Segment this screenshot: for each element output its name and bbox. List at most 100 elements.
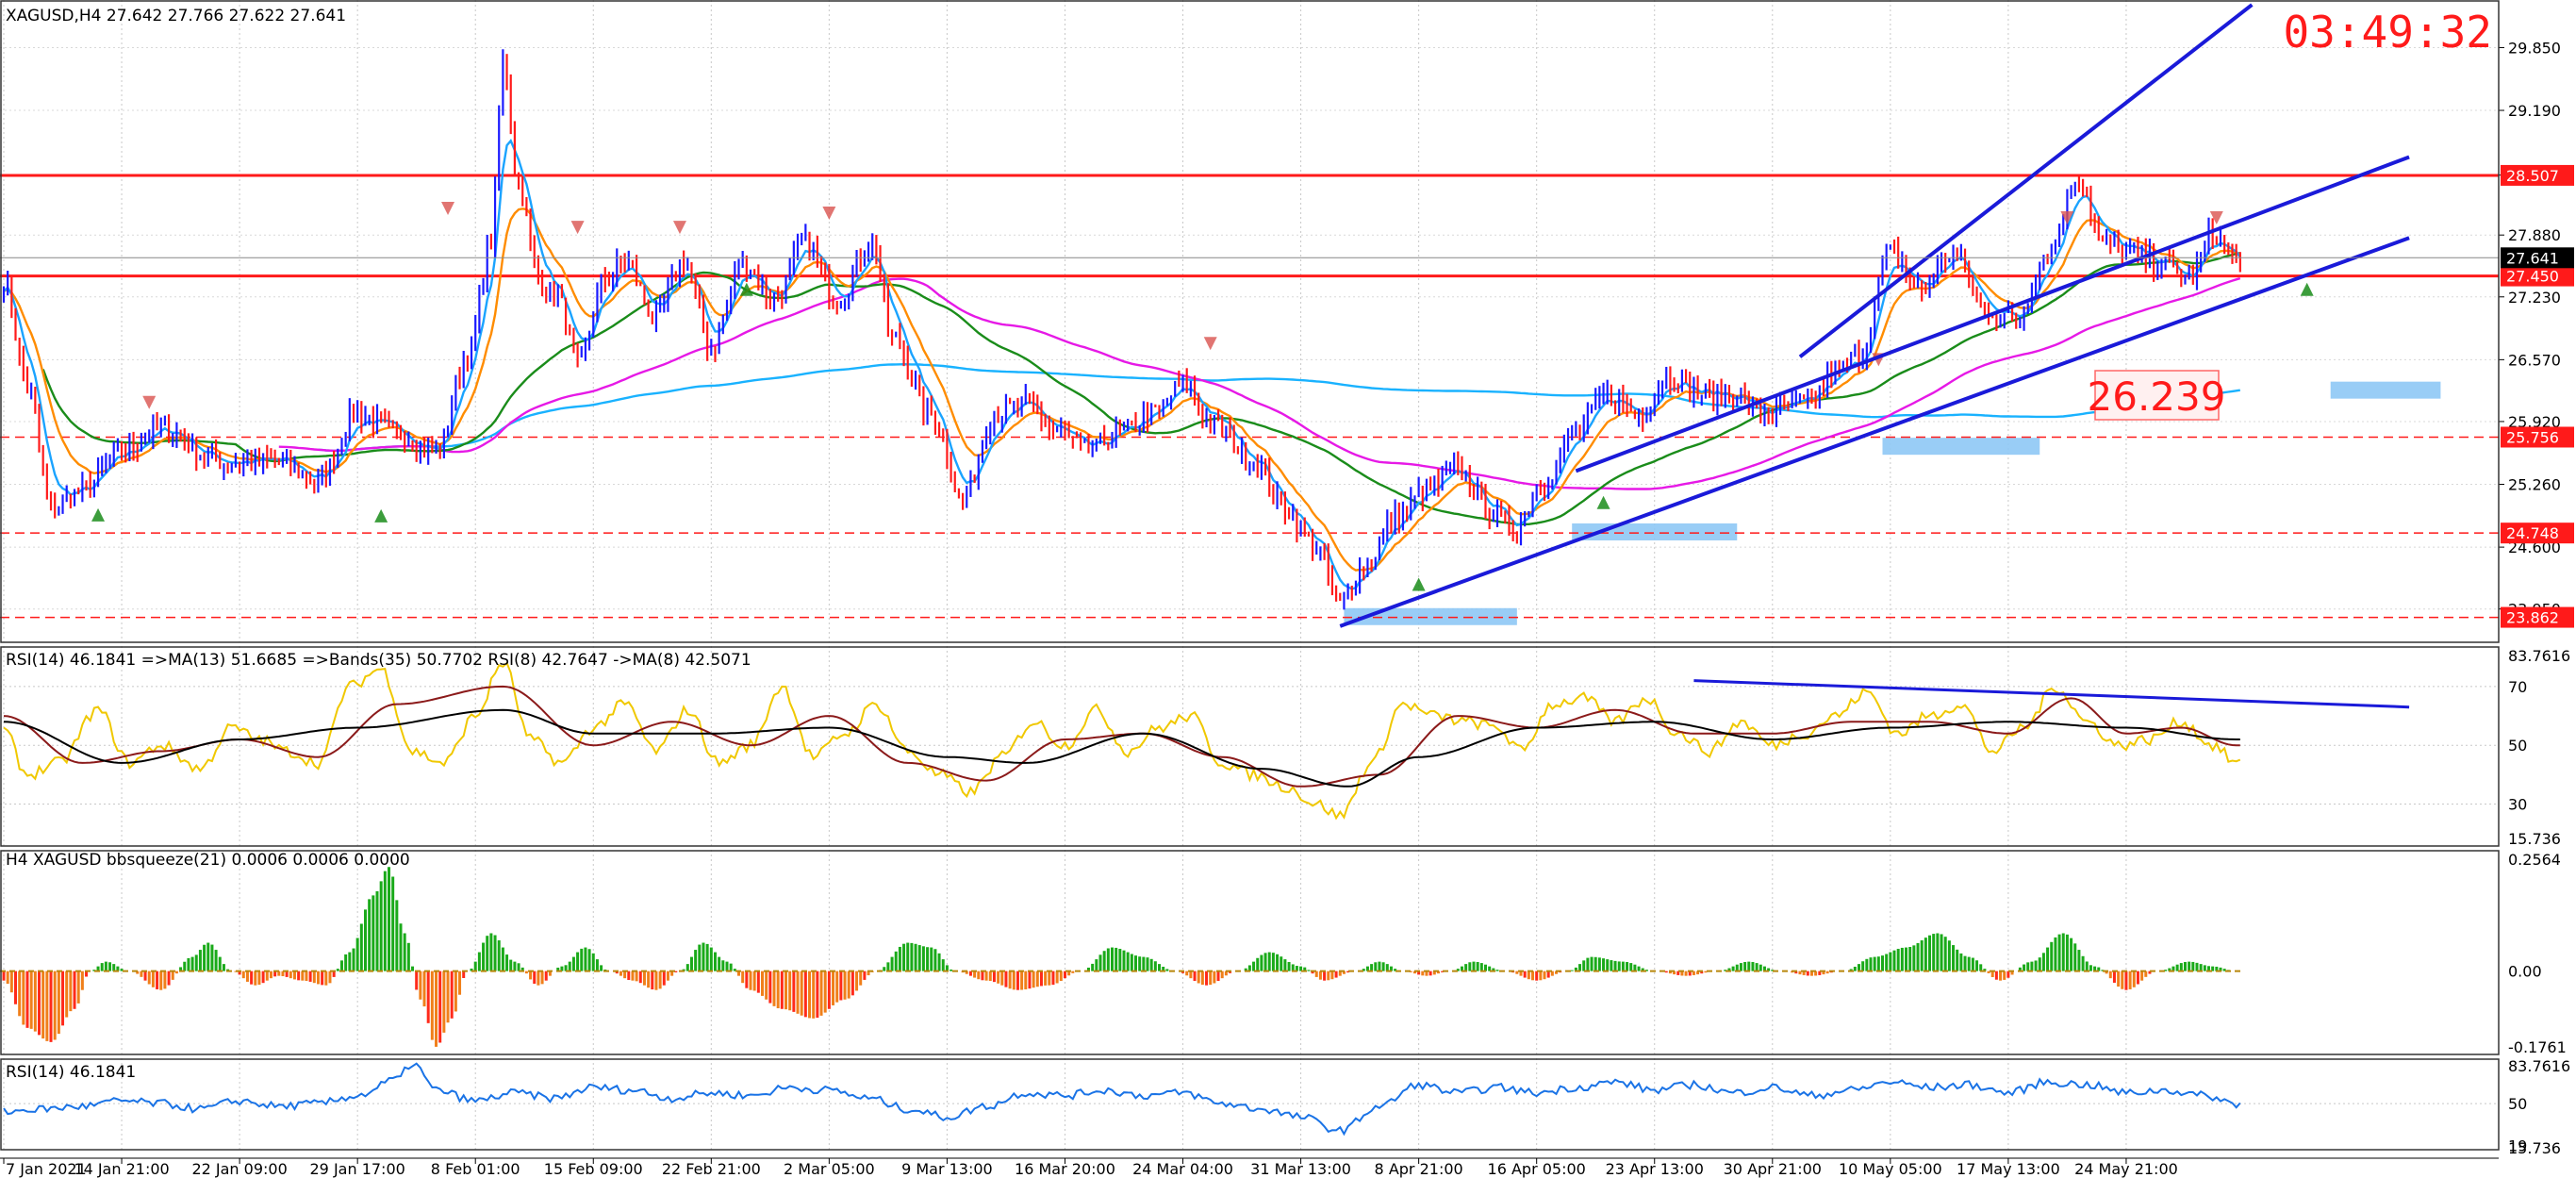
fractal-up-7 — [2060, 211, 2074, 225]
fractal-markers — [91, 201, 2314, 591]
rsi-bottom-panel-title: RSI(14) 46.1841 — [6, 1063, 136, 1082]
time-tick-1: 14 Jan 21:00 — [74, 1160, 169, 1178]
panel-frame-2 — [0, 850, 2500, 1055]
time-tick-13: 16 Apr 05:00 — [1488, 1160, 1586, 1178]
rsi-tick-2: 50 — [2508, 737, 2527, 755]
time-tick-12: 8 Apr 21:00 — [1375, 1160, 1463, 1178]
rsi-trendline — [1693, 679, 2410, 709]
price-tick-4: 27.230 — [2508, 289, 2561, 307]
rsi-tick-3: 30 — [2508, 796, 2527, 814]
rsi-series-0 — [3, 661, 2241, 821]
fractal-up-8 — [2209, 211, 2223, 225]
level-label-box — [2094, 370, 2220, 421]
rsi-series-2 — [3, 708, 2240, 788]
trendline-1[interactable] — [1575, 155, 2410, 473]
fractal-down-0 — [91, 507, 106, 522]
ma-magenta — [278, 276, 2241, 490]
time-tick-3: 29 Jan 17:00 — [310, 1160, 405, 1178]
time-tick-14: 23 Apr 13:00 — [1606, 1160, 1704, 1178]
level-tag-bg-28.507 — [2501, 164, 2574, 186]
level-tag-24.748: 24.748 — [2506, 524, 2559, 542]
fractal-up-1 — [441, 201, 455, 215]
time-tick-10: 24 Mar 04:00 — [1132, 1160, 1233, 1178]
fractal-up-5 — [1203, 337, 1217, 351]
squeeze-tick-1: 0.00 — [2508, 963, 2542, 981]
rsi-bottom-tick-1: 50 — [2508, 1095, 2527, 1113]
support-zone-0 — [1344, 607, 1517, 625]
level-tag-bg-23.862 — [2501, 606, 2574, 628]
price-tick-6: 25.920 — [2508, 413, 2561, 431]
time-tick-17: 17 May 13:00 — [1957, 1160, 2060, 1178]
fractal-down-2 — [739, 282, 753, 296]
time-tick-6: 22 Feb 21:00 — [662, 1160, 761, 1178]
time-tick-9: 16 Mar 20:00 — [1015, 1160, 1115, 1178]
trendlines[interactable] — [1339, 3, 2410, 628]
fractal-up-4 — [822, 206, 836, 220]
rsi-tick-4: 15.736 — [2508, 830, 2561, 848]
fractal-up-2 — [570, 221, 585, 235]
rsi-bottom-tick-2: 19 — [2508, 1137, 2527, 1154]
time-tick-16: 10 May 05:00 — [1839, 1160, 1942, 1178]
rsi-tick-0: 83.7616 — [2508, 647, 2570, 665]
moving-averages — [3, 139, 2241, 590]
level-label: 26.239 — [2088, 373, 2226, 420]
panel-frame-3 — [0, 1058, 2500, 1151]
rsi-tick-1: 70 — [2508, 678, 2527, 696]
time-tick-18: 24 May 21:00 — [2074, 1160, 2178, 1178]
squeeze-tick-0: 0.2564 — [2508, 851, 2561, 869]
level-tag-25.756: 25.756 — [2506, 428, 2559, 446]
current-price-tag: 27.641 — [2506, 249, 2559, 267]
level-tag-28.507: 28.507 — [2506, 167, 2559, 185]
rsi-series-1 — [3, 685, 2240, 788]
time-tick-7: 2 Mar 05:00 — [784, 1160, 875, 1178]
support-zone-2 — [1882, 438, 2040, 456]
level-tag-bg-24.748 — [2501, 523, 2574, 544]
trendline-0[interactable] — [1339, 236, 2410, 628]
price-tick-1: 29.190 — [2508, 102, 2561, 120]
squeeze-tick-2: -0.1761 — [2508, 1038, 2567, 1056]
bbsqueeze-panel — [0, 867, 2244, 1047]
time-tick-5: 15 Feb 09:00 — [544, 1160, 643, 1178]
price-candles — [2, 49, 2241, 610]
panel-frame-1 — [0, 646, 2500, 847]
price-tick-3: 27.880 — [2508, 226, 2561, 244]
rsi-composite-panel — [0, 661, 2499, 821]
fractal-down-3 — [1412, 577, 1426, 591]
rsi-bottom-panel — [0, 1062, 2499, 1137]
level-tag-bg-27.450 — [2501, 265, 2574, 287]
ma-mid — [3, 207, 2241, 572]
ma-slow — [41, 252, 2241, 526]
chart-grid — [0, 0, 2499, 1150]
symbol-label: XAGUSD,H4 27.642 27.766 27.622 27.641 — [6, 7, 346, 25]
fractal-up-0 — [142, 395, 157, 409]
price-tick-5: 26.570 — [2508, 351, 2561, 369]
fractal-down-1 — [374, 508, 388, 523]
price-axes: 29.85029.19028.51027.88027.23026.57025.9… — [0, 39, 2574, 1178]
time-tick-15: 30 Apr 21:00 — [1724, 1160, 1822, 1178]
current-price-tag-bg — [2501, 247, 2574, 269]
fractal-up-3 — [672, 221, 686, 235]
time-tick-2: 22 Jan 09:00 — [191, 1160, 287, 1178]
price-tick-7: 25.260 — [2508, 476, 2561, 494]
level-tag-27.450: 27.450 — [2506, 268, 2559, 286]
support-zones — [1344, 381, 2441, 625]
level-tag-23.862: 23.862 — [2506, 609, 2559, 627]
rsi-panel-title: RSI(14) 46.1841 =>MA(13) 51.6685 =>Bands… — [6, 651, 751, 670]
fractal-down-5 — [2300, 282, 2314, 296]
trendline-2[interactable] — [1798, 3, 2254, 358]
panel-frame-0 — [0, 0, 2500, 643]
time-tick-8: 9 Mar 13:00 — [901, 1160, 993, 1178]
rsi-bottom-line — [3, 1062, 2241, 1137]
level-tag-bg-25.756 — [2501, 426, 2574, 448]
time-tick-11: 31 Mar 13:00 — [1250, 1160, 1351, 1178]
bbsqueeze-panel-title: H4 XAGUSD bbsqueeze(21) 0.0006 0.0006 0.… — [6, 851, 410, 870]
price-tick-0: 29.850 — [2508, 39, 2561, 57]
rsi-bottom-tick-3: 15.736 — [2508, 1139, 2561, 1157]
candle-timer: 03:49:32 — [2283, 7, 2492, 58]
time-tick-0: 7 Jan 2021 — [6, 1160, 87, 1178]
rsi-bottom-tick-0: 83.7616 — [2508, 1057, 2570, 1075]
time-tick-4: 8 Feb 01:00 — [431, 1160, 520, 1178]
support-zone-3 — [2330, 381, 2441, 399]
fractal-down-4 — [1596, 495, 1610, 509]
